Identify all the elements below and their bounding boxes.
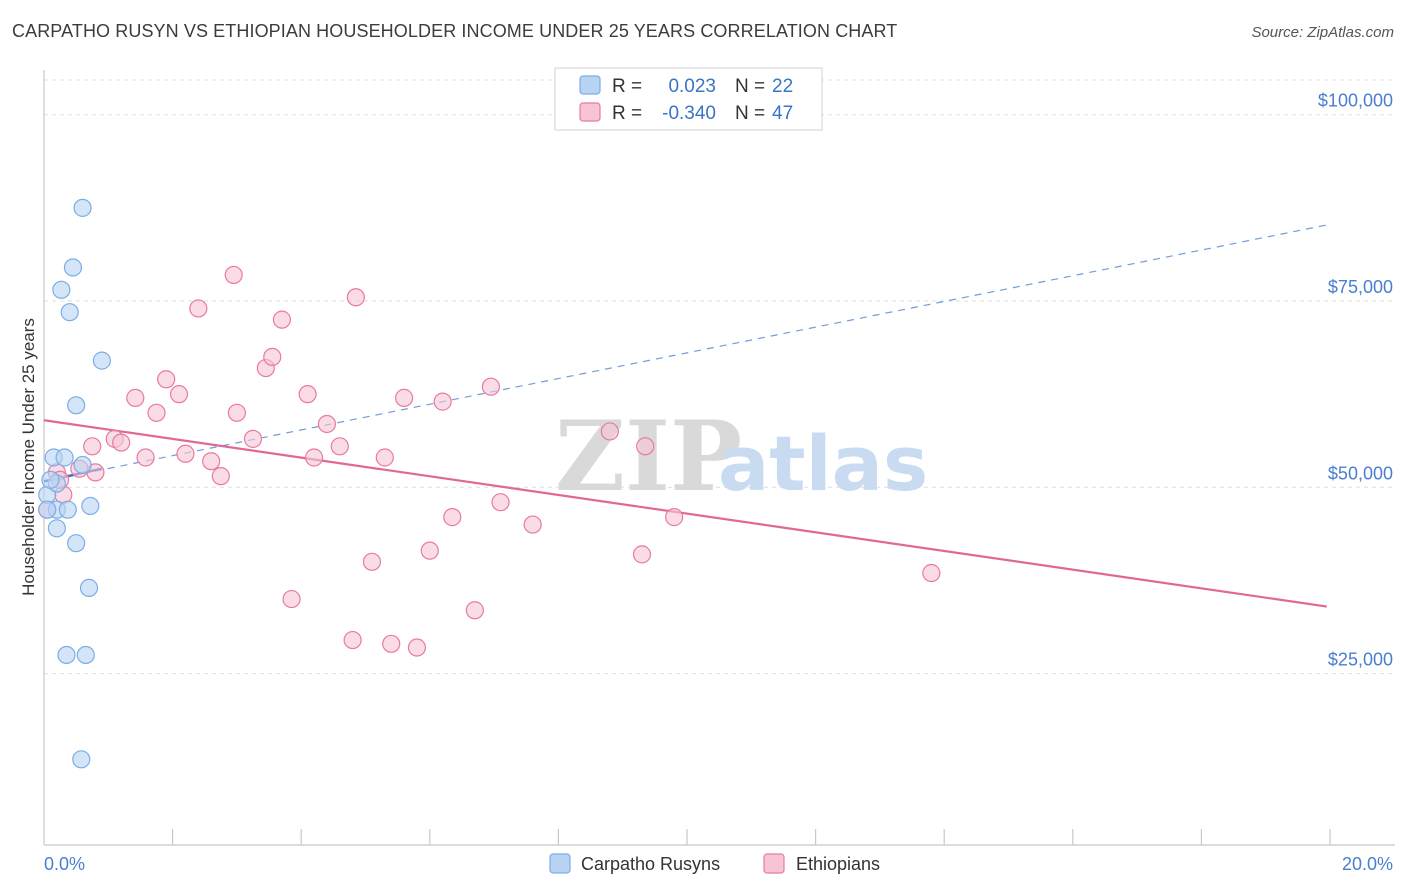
point-ethiopian	[304, 448, 324, 467]
point-ethiopian	[407, 638, 427, 657]
source-label: Source: ZipAtlas.com	[1251, 24, 1394, 41]
y-tick-label: $75,000	[1328, 277, 1393, 297]
point-ethiopian	[420, 541, 439, 560]
y-tick-label: $25,000	[1328, 650, 1393, 670]
watermark-zip: ZIP	[555, 400, 742, 513]
bottom-legend: Carpatho Rusyns Ethiopians	[549, 853, 880, 874]
point-ethiopian	[112, 433, 131, 452]
legend-swatch-ethiopian	[579, 102, 601, 122]
point-ethiopian	[636, 437, 655, 456]
y-tick-labels: $25,000 $50,000 $75,000 $100,000	[1318, 91, 1393, 670]
x-ticks	[172, 829, 1331, 845]
point-ethiopian	[157, 370, 176, 389]
point-ethiopian	[227, 403, 246, 422]
point-ethiopian	[224, 265, 243, 285]
point-rusyn	[73, 455, 92, 475]
point-ethiopian	[632, 545, 652, 564]
point-ethiopian	[433, 392, 452, 411]
point-ethiopian	[211, 467, 230, 486]
bottom-legend-label-rusyn: Carpatho Rusyns	[581, 854, 720, 874]
point-ethiopian	[343, 630, 362, 650]
y-tick-label: $50,000	[1328, 463, 1393, 483]
point-ethiopian	[202, 452, 221, 471]
legend-r-value-2: -0.340	[662, 103, 716, 124]
point-ethiopian	[83, 437, 102, 456]
point-ethiopian	[443, 508, 462, 527]
point-ethiopian	[272, 310, 292, 329]
legend-swatch-rusyn	[579, 75, 601, 95]
legend-n-label-2: N =	[735, 103, 765, 124]
point-ethiopian	[600, 422, 619, 441]
gridlines	[44, 79, 1395, 675]
point-rusyn	[38, 500, 57, 519]
point-rusyn	[58, 500, 77, 519]
point-rusyn	[67, 396, 86, 415]
point-ethiopian	[922, 563, 941, 583]
point-rusyn	[76, 645, 95, 665]
bottom-legend-swatch-rusyn	[549, 853, 571, 874]
point-ethiopian	[375, 448, 394, 467]
chart-title: CARPATHO RUSYN VS ETHIOPIAN HOUSEHOLDER …	[12, 21, 898, 41]
point-ethiopian	[317, 414, 337, 434]
legend-r-label-1: R =	[612, 76, 642, 97]
point-ethiopian	[481, 377, 500, 396]
legend-r-label-2: R =	[612, 103, 642, 124]
point-ethiopian	[169, 385, 189, 404]
point-rusyn	[60, 303, 79, 322]
point-ethiopian	[263, 347, 282, 366]
x-tick-label-min: 0.0%	[44, 854, 85, 874]
point-rusyn	[52, 280, 71, 299]
bottom-legend-label-ethiopian: Ethiopians	[796, 854, 880, 874]
watermark-atlas: atlas	[718, 419, 928, 508]
top-legend: R = 0.023 N = 22 R = -0.340 N = 47	[554, 67, 823, 131]
y-axis-title: Householder Income Under 25 years	[19, 318, 38, 596]
point-ethiopian	[665, 508, 684, 527]
point-ethiopian	[465, 601, 484, 620]
legend-n-value-1: 22	[772, 76, 793, 97]
point-ethiopian	[394, 388, 414, 407]
legend-r-value-1: 0.023	[668, 76, 716, 97]
point-rusyn	[41, 470, 60, 489]
point-rusyn	[63, 258, 83, 277]
point-rusyn	[47, 519, 66, 538]
y-tick-label: $100,000	[1318, 91, 1393, 111]
data-points	[38, 198, 941, 769]
point-ethiopian	[362, 552, 382, 571]
point-rusyn	[92, 351, 111, 370]
point-rusyn	[73, 198, 92, 217]
point-ethiopian	[491, 493, 510, 512]
point-rusyn	[57, 645, 76, 665]
point-rusyn	[55, 448, 74, 467]
point-ethiopian	[189, 299, 208, 318]
point-rusyn	[79, 578, 99, 598]
point-rusyn	[72, 750, 91, 769]
point-ethiopian	[523, 515, 542, 534]
point-ethiopian	[147, 403, 166, 422]
point-ethiopian	[382, 634, 401, 653]
point-ethiopian	[330, 437, 349, 456]
point-ethiopian	[282, 589, 301, 609]
point-ethiopian	[126, 388, 145, 407]
trend-line-rusyn-extended	[43, 224, 1327, 482]
bottom-legend-swatch-ethiopian	[763, 853, 785, 874]
trend-line-ethiopian	[43, 419, 1327, 608]
point-ethiopian	[346, 288, 365, 307]
x-tick-label-max: 20.0%	[1342, 854, 1393, 874]
point-ethiopian	[176, 444, 195, 463]
legend-n-value-2: 47	[772, 103, 793, 124]
point-ethiopian	[298, 385, 317, 404]
point-ethiopian	[136, 448, 155, 467]
point-rusyn	[67, 534, 86, 553]
point-ethiopian	[243, 429, 263, 448]
legend-n-label-1: N =	[735, 76, 765, 97]
point-rusyn	[81, 496, 100, 516]
